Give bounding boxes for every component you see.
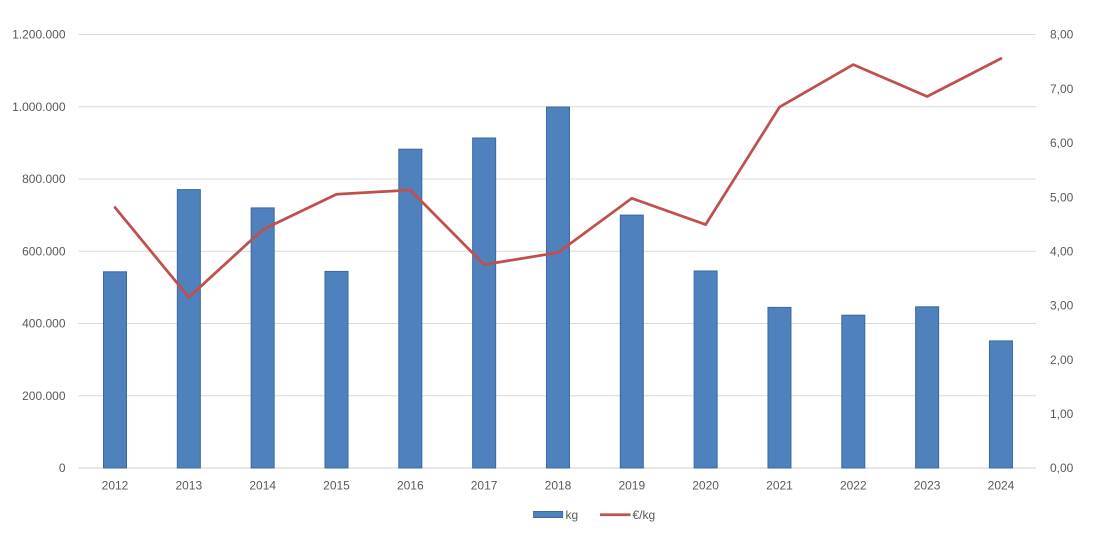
svg-text:kg: kg [566,508,579,522]
svg-text:2014: 2014 [249,479,276,493]
svg-text:2023: 2023 [914,479,941,493]
svg-text:2,00: 2,00 [1050,353,1074,367]
svg-text:4,00: 4,00 [1050,244,1074,258]
svg-text:8,00: 8,00 [1050,28,1074,42]
svg-text:2024: 2024 [988,479,1015,493]
svg-text:2019: 2019 [618,479,645,493]
svg-text:0: 0 [59,461,66,475]
svg-text:2012: 2012 [102,479,129,493]
svg-text:0,00: 0,00 [1050,461,1074,475]
svg-text:400.000: 400.000 [22,317,66,331]
svg-text:800.000: 800.000 [22,172,66,186]
svg-text:6,00: 6,00 [1050,136,1074,150]
svg-text:2021: 2021 [766,479,793,493]
svg-text:5,00: 5,00 [1050,190,1074,204]
svg-text:2017: 2017 [471,479,498,493]
svg-text:7,00: 7,00 [1050,82,1074,96]
svg-text:2020: 2020 [692,479,719,493]
svg-text:2022: 2022 [840,479,867,493]
svg-text:1.000.000: 1.000.000 [12,100,66,114]
svg-text:1,00: 1,00 [1050,407,1074,421]
svg-text:3,00: 3,00 [1050,299,1074,313]
svg-text:1.200.000: 1.200.000 [12,28,66,42]
svg-text:2016: 2016 [397,479,424,493]
svg-text:2015: 2015 [323,479,350,493]
svg-text:€/kg: €/kg [633,508,656,522]
svg-text:600.000: 600.000 [22,244,66,258]
svg-text:200.000: 200.000 [22,389,66,403]
svg-text:2018: 2018 [545,479,572,493]
svg-text:2013: 2013 [175,479,202,493]
